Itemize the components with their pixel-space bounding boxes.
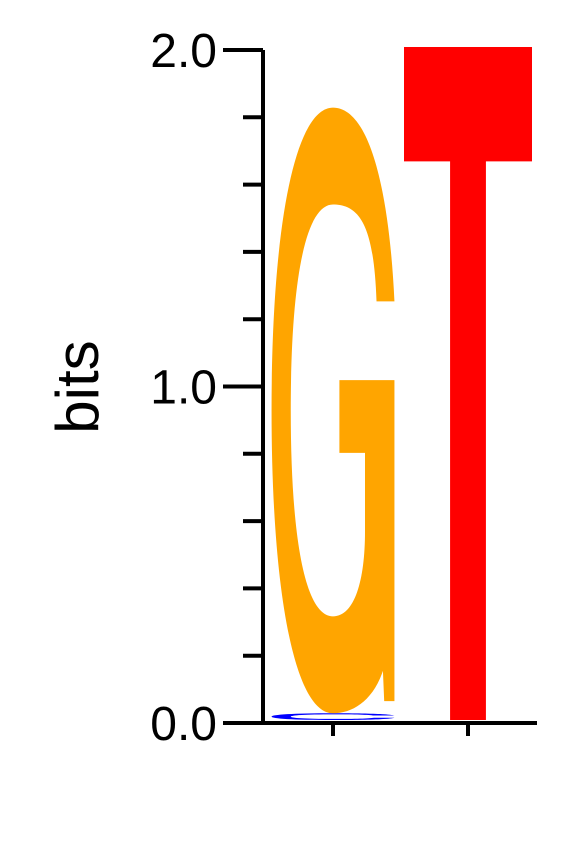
y-axis: 0.0 1.0 2.0 [150,25,265,751]
letter-c-position-1 [271,713,395,720]
y-axis-title: bits [44,340,111,433]
letter-t-position-2 [404,47,532,720]
glyph-g [271,107,395,714]
glyph-c [271,713,395,720]
letter-stacks [271,47,532,720]
letter-g-position-1 [271,107,395,714]
axis-labels: bits [44,340,111,433]
glyph-t [404,47,532,720]
y-tick-label: 1.0 [150,362,217,415]
x-axis [263,721,537,736]
y-tick-label: 2.0 [150,25,217,78]
y-tick-label: 0.0 [150,698,217,751]
